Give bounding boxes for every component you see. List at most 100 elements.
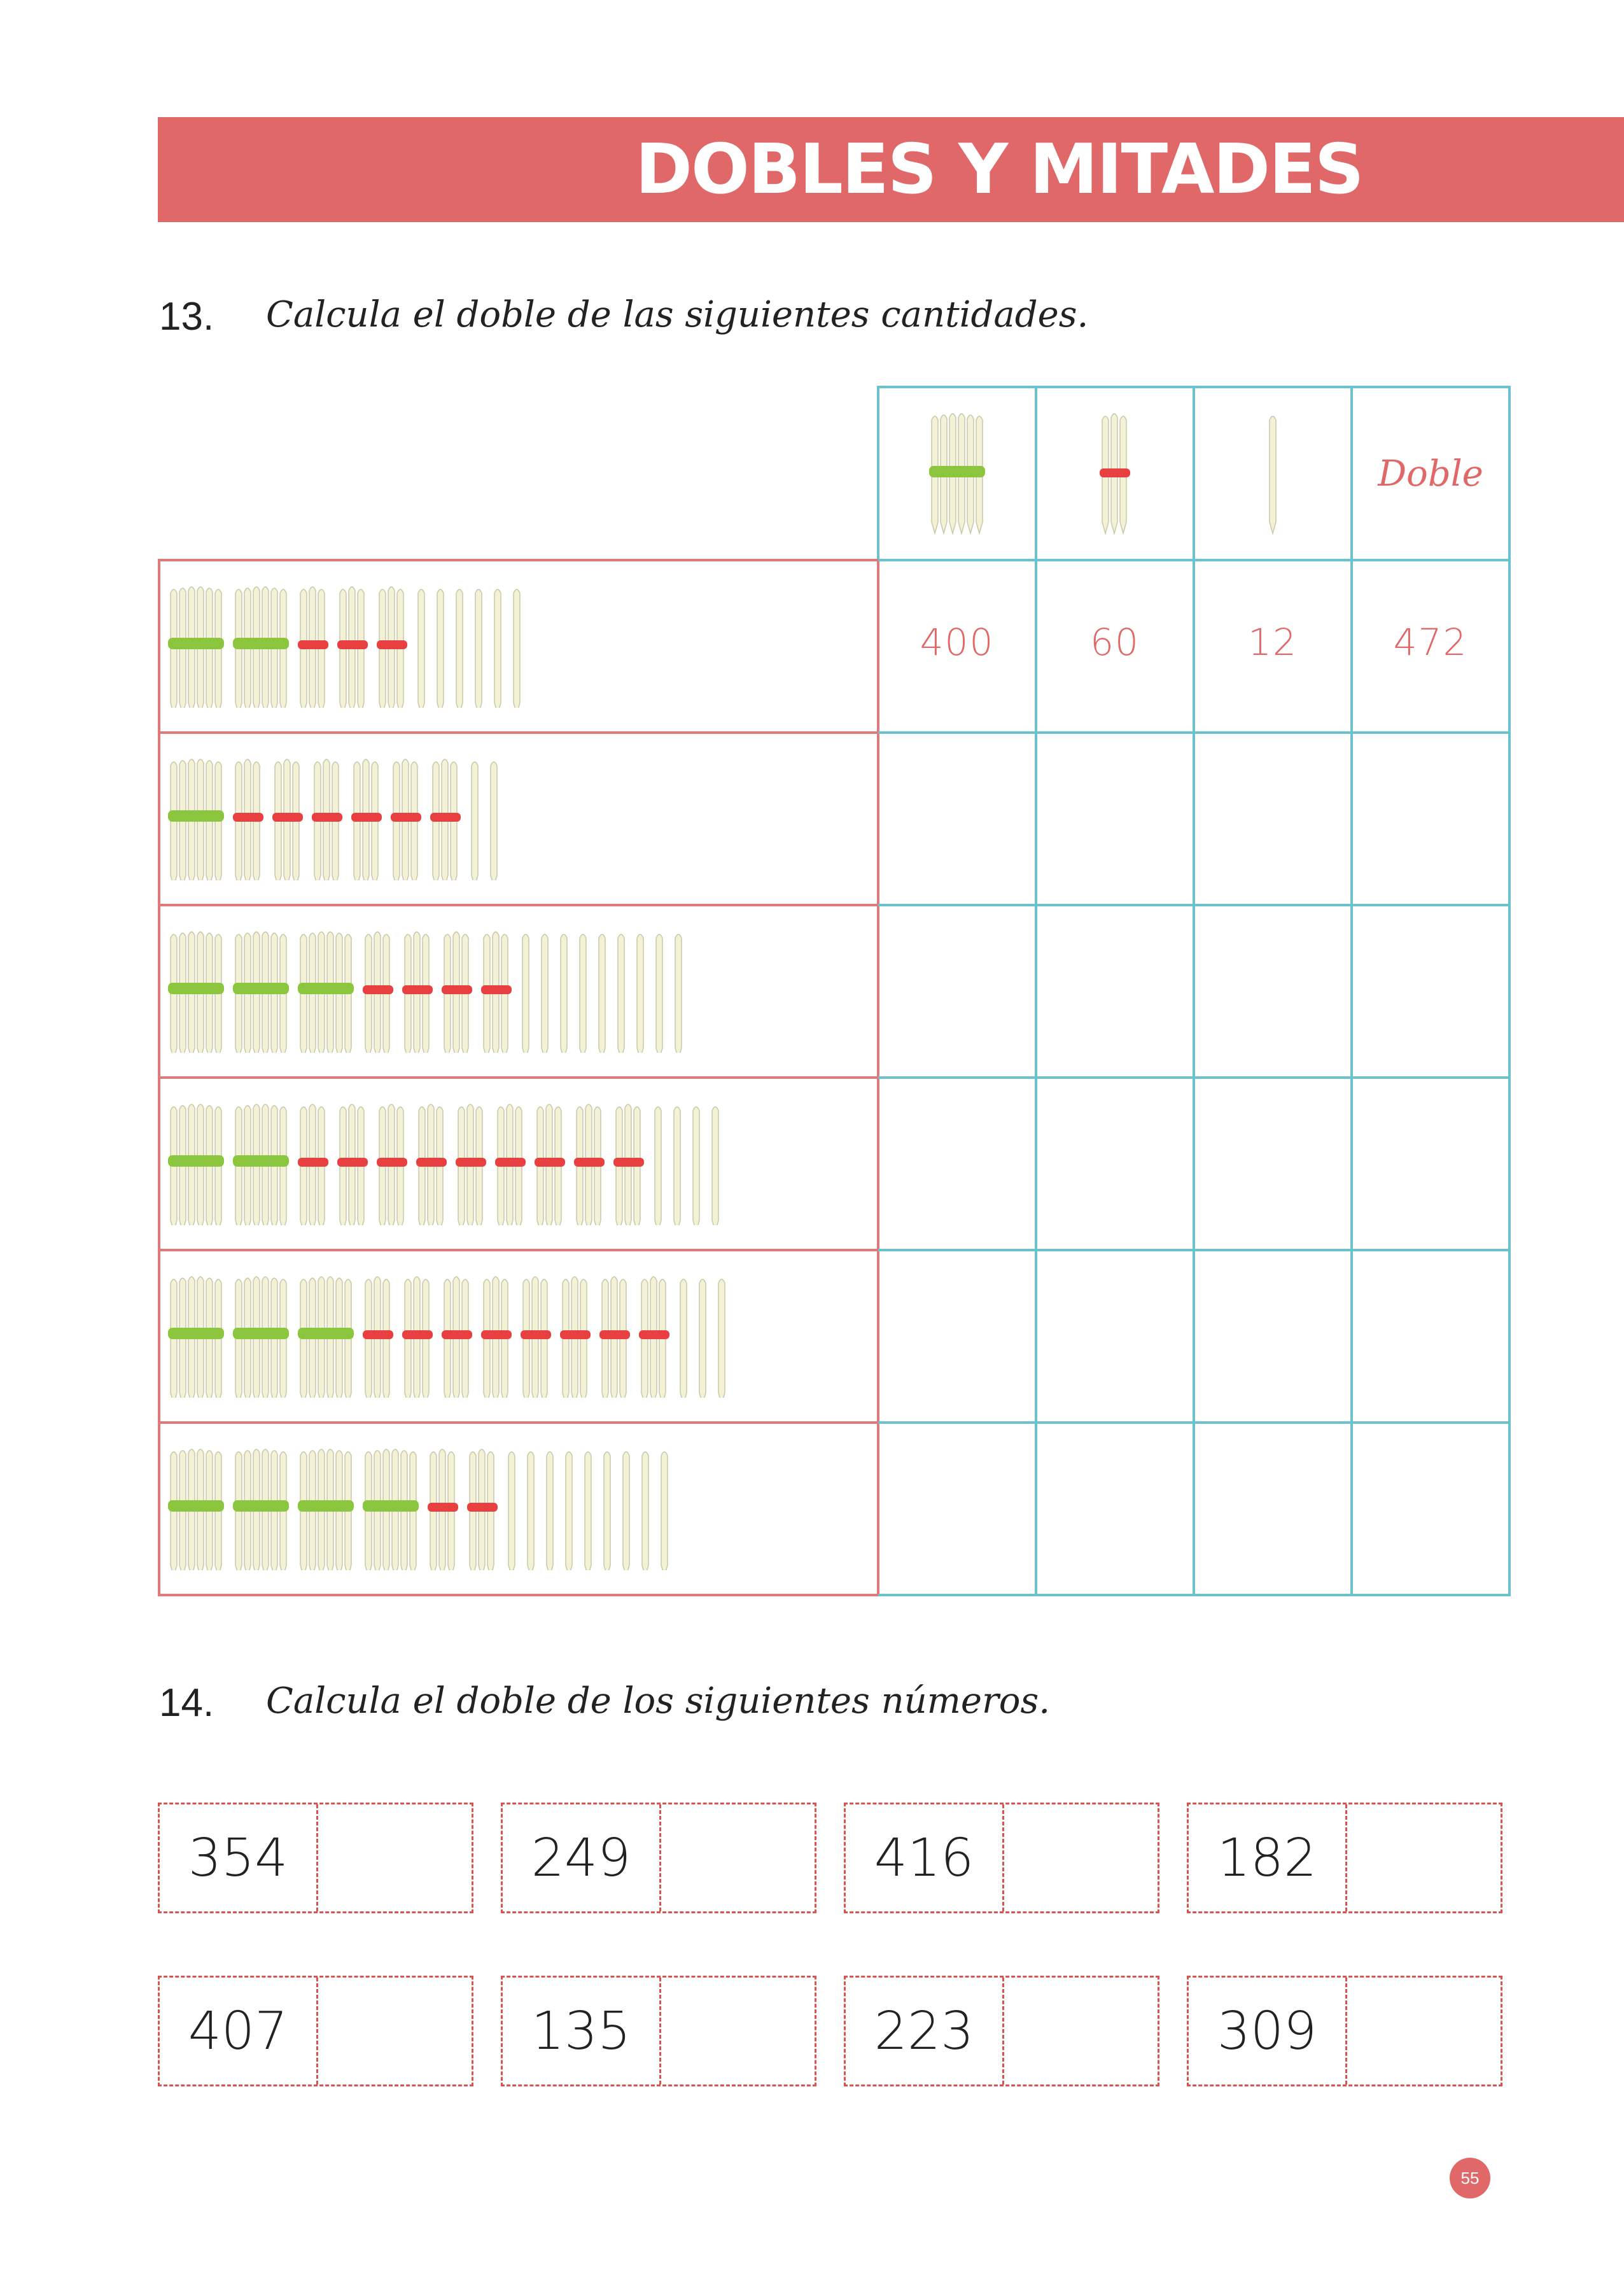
row-1-hundreds-answer[interactable]: 400	[920, 621, 995, 664]
single-stick-icon	[487, 756, 500, 889]
hundred-bundle-icon	[361, 1445, 420, 1578]
ten-bundle-icon	[612, 1100, 645, 1234]
ten-bundle-icon	[519, 1273, 552, 1406]
ten-bundle-icon	[494, 1100, 527, 1234]
number-box: 135	[501, 1976, 816, 2086]
ten-bundle-icon	[480, 1273, 513, 1406]
given-number: 354	[188, 1827, 288, 1888]
ten-bundle-icon	[336, 1100, 369, 1234]
row-3-manipulatives	[167, 920, 685, 1061]
page-number: 55	[1450, 2158, 1490, 2198]
single-stick-icon	[582, 1445, 594, 1578]
hundred-bundle-icon	[232, 1273, 290, 1406]
given-number: 416	[874, 1827, 974, 1888]
single-stick-icon	[563, 1445, 575, 1578]
exercise-13-instruction: Calcula el doble de las siguientes canti…	[266, 294, 1089, 335]
hundreds-column-header	[879, 388, 1035, 559]
ten-bundle-icon	[401, 1273, 434, 1406]
hundred-bundle-icon	[232, 583, 290, 716]
ten-bundle-icon	[297, 1100, 330, 1234]
number-box: 407	[158, 1976, 473, 2086]
doble-label: Doble	[1378, 453, 1483, 495]
ten-bundle-icon	[429, 756, 462, 889]
number-box: 182	[1187, 1803, 1502, 1913]
double-answer-field[interactable]	[1004, 1804, 1158, 1911]
single-stick-icon	[601, 1445, 613, 1578]
single-stick-icon	[672, 928, 685, 1061]
hundred-bundle-icon	[167, 1273, 225, 1406]
hundred-bundle-icon	[232, 1100, 290, 1234]
hundred-bundle-icon	[929, 413, 985, 535]
row-1-tens-answer[interactable]: 60	[1090, 621, 1140, 664]
single-stick-icon	[434, 583, 447, 716]
ten-bundle-icon	[361, 1273, 395, 1406]
row-1-double-answer[interactable]: 472	[1393, 621, 1468, 664]
row-2-manipulatives	[167, 748, 500, 889]
single-stick-icon	[543, 1445, 556, 1578]
ten-bundle-icon	[533, 1100, 566, 1234]
ten-bundle-icon	[375, 1100, 409, 1234]
hundred-bundle-icon	[232, 928, 290, 1061]
single-stick-icon	[453, 583, 466, 716]
ten-bundle-icon	[466, 1445, 499, 1578]
single-stick-icon	[538, 928, 551, 1061]
hundred-bundle-icon	[297, 1273, 355, 1406]
single-stick-icon	[468, 756, 481, 889]
tens-column-header	[1037, 388, 1193, 559]
single-stick-icon	[709, 1100, 722, 1234]
page-title: DOBLES Y MITADES	[635, 130, 1364, 209]
double-answer-field[interactable]	[1347, 1978, 1501, 2085]
ten-bundle-icon	[480, 928, 513, 1061]
double-answer-field[interactable]	[318, 1978, 472, 2085]
given-number: 309	[1217, 2000, 1317, 2062]
double-answer-field[interactable]	[318, 1804, 472, 1911]
single-stick-icon	[510, 583, 523, 716]
number-box: 354	[158, 1803, 473, 1913]
single-stick-icon	[653, 928, 666, 1061]
hundred-bundle-icon	[167, 1100, 225, 1234]
double-answer-field[interactable]	[661, 1804, 815, 1911]
single-stick-icon	[596, 928, 608, 1061]
ten-bundle-icon	[336, 583, 369, 716]
single-stick-icon	[690, 1100, 703, 1234]
exercise-13-number: 13.	[159, 295, 214, 339]
single-stick-icon	[652, 1100, 664, 1234]
hundred-bundle-icon	[232, 1445, 290, 1578]
hundred-bundle-icon	[297, 928, 355, 1061]
ten-bundle-icon	[297, 583, 330, 716]
single-stick-icon	[620, 1445, 633, 1578]
double-answer-field[interactable]	[661, 1978, 815, 2085]
units-column-header	[1195, 388, 1350, 559]
title-banner: DOBLES Y MITADES	[158, 117, 1624, 222]
ten-bundle-icon	[375, 583, 409, 716]
exercise-14-instruction: Calcula el doble de los siguientes númer…	[266, 1680, 1050, 1722]
ten-bundle-icon	[232, 756, 265, 889]
number-box: 309	[1187, 1976, 1502, 2086]
single-stick-icon	[1269, 416, 1277, 535]
hundred-bundle-icon	[167, 928, 225, 1061]
ten-bundle-icon	[271, 756, 304, 889]
double-answer-field[interactable]	[1347, 1804, 1501, 1911]
number-box: 249	[501, 1803, 816, 1913]
hundred-bundle-icon	[167, 756, 225, 889]
given-number: 407	[188, 2000, 288, 2062]
double-answer-field[interactable]	[1004, 1978, 1158, 2085]
number-box: 416	[844, 1803, 1159, 1913]
single-stick-icon	[505, 1445, 518, 1578]
double-column-header: Doble	[1353, 388, 1508, 559]
ten-bundle-icon	[559, 1273, 592, 1406]
single-stick-icon	[577, 928, 589, 1061]
row-1-units-answer[interactable]: 12	[1248, 621, 1298, 664]
given-number: 223	[874, 2000, 974, 2062]
single-stick-icon	[634, 928, 647, 1061]
ten-bundle-icon	[361, 928, 395, 1061]
row-6-manipulatives	[167, 1438, 671, 1578]
row-1-manipulatives	[167, 575, 523, 716]
ten-bundle-icon	[389, 756, 423, 889]
row-4-manipulatives	[167, 1093, 722, 1234]
single-stick-icon	[557, 928, 570, 1061]
ten-bundle-icon	[350, 756, 383, 889]
ten-bundle-icon	[311, 756, 344, 889]
ten-bundle-icon	[426, 1445, 459, 1578]
single-stick-icon	[639, 1445, 652, 1578]
